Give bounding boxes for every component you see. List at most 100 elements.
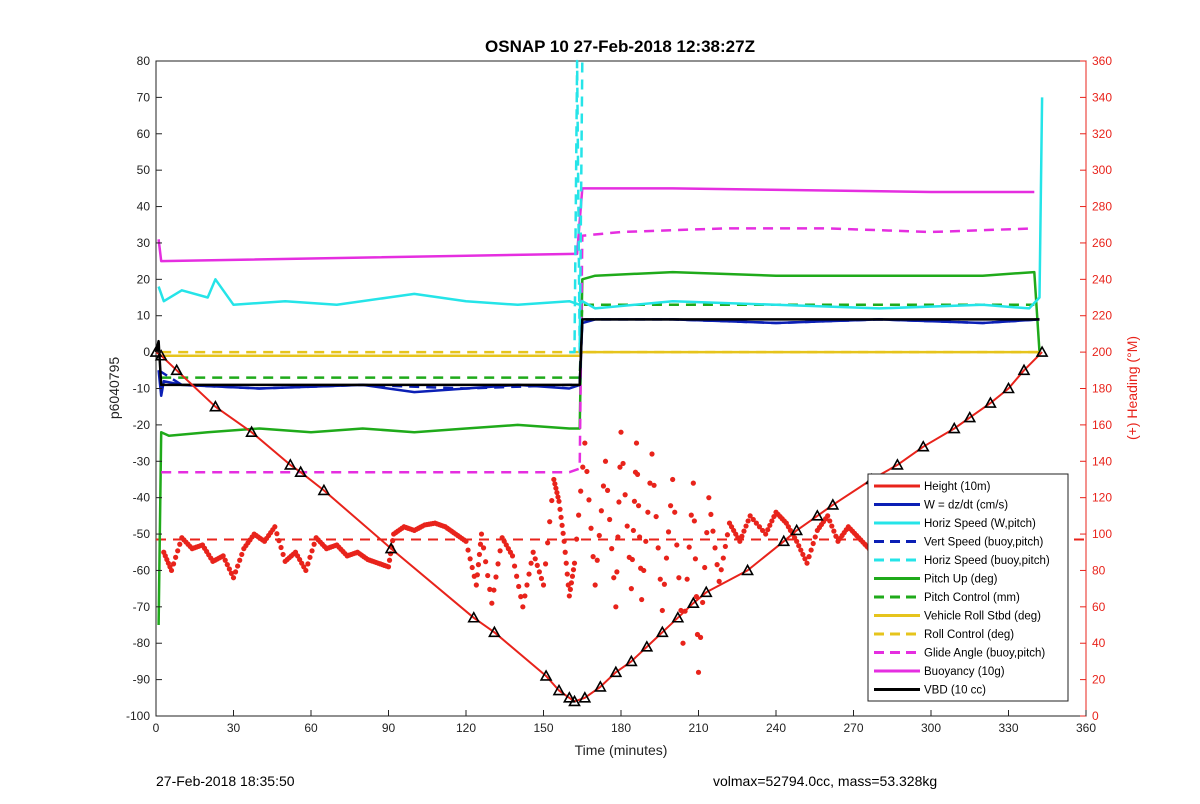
left-tick-label: 30 bbox=[137, 236, 151, 250]
height-marker bbox=[686, 596, 700, 608]
heading-point bbox=[665, 529, 672, 535]
legend-label: Height (10m) bbox=[924, 481, 991, 493]
heading-point bbox=[586, 497, 592, 503]
height-marker bbox=[294, 465, 308, 477]
right-tick-label: 200 bbox=[1092, 345, 1112, 359]
heading-point bbox=[514, 573, 520, 579]
height-marker bbox=[655, 625, 669, 638]
heading-point bbox=[663, 555, 670, 561]
heading-point bbox=[643, 538, 649, 544]
left-tick-label: -70 bbox=[133, 600, 151, 614]
heading-point bbox=[630, 527, 637, 534]
heading-point bbox=[224, 562, 230, 568]
heading-point bbox=[570, 567, 577, 573]
height-marker bbox=[384, 541, 398, 554]
height-marker bbox=[963, 410, 977, 423]
height-marker bbox=[539, 669, 553, 681]
heading-point bbox=[170, 561, 177, 567]
left-tick-label: -100 bbox=[126, 709, 150, 723]
bottom-tick-label: 240 bbox=[766, 721, 786, 735]
right-tick-label: 340 bbox=[1092, 90, 1112, 104]
heading-point bbox=[611, 575, 617, 581]
heading-point bbox=[659, 607, 665, 614]
heading-point bbox=[743, 523, 749, 529]
heading-point bbox=[177, 541, 183, 547]
height-marker bbox=[671, 611, 685, 623]
heading-point bbox=[631, 498, 638, 504]
right-tick-label: 20 bbox=[1092, 673, 1106, 687]
heading-point bbox=[798, 547, 804, 553]
height-marker bbox=[283, 458, 297, 470]
heading-point bbox=[724, 532, 731, 538]
heading-point bbox=[235, 563, 241, 569]
heading-point bbox=[756, 524, 763, 530]
heading-point bbox=[829, 523, 835, 529]
heading-point bbox=[274, 531, 280, 537]
footer-date: 27-Feb-2018 18:35:50 bbox=[156, 773, 295, 789]
heading-point bbox=[678, 607, 684, 614]
height-marker bbox=[317, 483, 331, 496]
heading-point bbox=[491, 587, 497, 593]
heading-point bbox=[522, 593, 528, 599]
height-marker bbox=[578, 691, 592, 703]
heading-point bbox=[547, 519, 553, 525]
heading-point bbox=[708, 511, 714, 518]
heading-point bbox=[693, 594, 700, 600]
heading-point bbox=[475, 562, 481, 568]
heading-point bbox=[465, 547, 471, 553]
heading-point bbox=[566, 593, 572, 599]
height-marker bbox=[624, 654, 638, 667]
right-tick-label: 260 bbox=[1092, 236, 1112, 250]
height-marker bbox=[916, 440, 930, 452]
left-axis: -100-90-80-70-60-50-40-30-20-10010203040… bbox=[126, 54, 162, 723]
left-tick-label: 20 bbox=[137, 272, 151, 286]
bottom-tick-label: 330 bbox=[998, 721, 1018, 735]
heading-point bbox=[571, 560, 578, 566]
heading-point bbox=[592, 582, 598, 588]
heading-point bbox=[480, 545, 487, 551]
heading-point bbox=[560, 530, 566, 536]
heading-point bbox=[651, 482, 657, 488]
height-marker bbox=[562, 691, 576, 703]
height-marker bbox=[1017, 363, 1031, 376]
heading-point bbox=[720, 555, 726, 561]
heading-point bbox=[653, 513, 659, 520]
heading-point bbox=[390, 538, 396, 544]
heading-point bbox=[600, 483, 607, 489]
heading-point bbox=[489, 600, 495, 606]
heading-point bbox=[567, 586, 573, 592]
heading-point bbox=[602, 458, 609, 464]
left-tick-label: 0 bbox=[143, 345, 150, 359]
heading-point bbox=[532, 556, 538, 562]
heading-point bbox=[584, 468, 590, 475]
heading-point bbox=[639, 596, 645, 603]
heading-point bbox=[559, 522, 565, 528]
heading-point bbox=[467, 556, 473, 562]
heading-point bbox=[753, 520, 759, 526]
heading-point bbox=[769, 518, 775, 524]
heading-point bbox=[686, 544, 692, 550]
heading-point bbox=[695, 669, 702, 675]
height-marker bbox=[467, 611, 481, 623]
heading-point bbox=[604, 487, 611, 493]
heading-point bbox=[759, 527, 766, 534]
right-tick-label: 300 bbox=[1092, 163, 1112, 177]
heading-point bbox=[692, 556, 699, 562]
height-marker bbox=[699, 585, 713, 598]
heading-point bbox=[280, 551, 286, 558]
heading-point bbox=[741, 528, 747, 534]
heading-point bbox=[722, 543, 728, 550]
heading-point bbox=[230, 575, 237, 581]
bottom-tick-label: 90 bbox=[382, 721, 396, 735]
heading-point bbox=[596, 532, 602, 539]
heading-point bbox=[569, 573, 576, 579]
heading-point bbox=[620, 460, 626, 467]
heading-point bbox=[676, 575, 682, 581]
heading-point bbox=[629, 556, 635, 563]
right-tick-label: 140 bbox=[1092, 454, 1112, 468]
left-tick-label: -80 bbox=[133, 636, 151, 650]
heading-point bbox=[624, 523, 630, 529]
left-y-axis-label: p6040795 bbox=[106, 357, 122, 420]
heading-point bbox=[307, 554, 313, 560]
